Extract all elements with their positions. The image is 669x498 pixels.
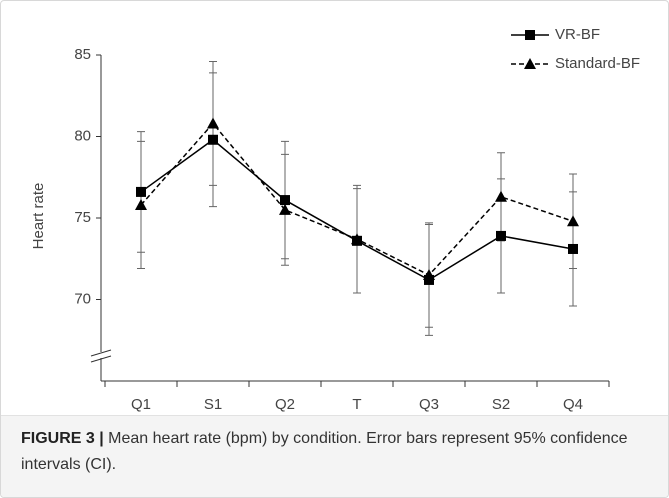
marker [136, 186, 146, 197]
axis-break [90, 349, 112, 357]
legend-label: Standard-BF [555, 55, 640, 72]
axis-break-gap [93, 352, 109, 358]
y-tick-label: 85 [74, 46, 91, 63]
caption-label: FIGURE 3 | [21, 430, 104, 447]
marker [280, 195, 290, 206]
marker [496, 230, 506, 241]
legend-label: VR-BF [555, 26, 600, 43]
y-tick-label: 80 [74, 127, 91, 144]
x-tick-label: T [352, 396, 361, 413]
x-tick-label: Q4 [563, 396, 583, 413]
caption: FIGURE 3 | Mean heart rate (bpm) by cond… [1, 415, 668, 497]
marker [279, 203, 291, 215]
marker [207, 117, 219, 129]
marker [567, 215, 579, 227]
marker [423, 269, 435, 281]
marker [135, 198, 147, 210]
marker [568, 243, 578, 254]
y-tick-label: 75 [74, 209, 91, 226]
marker [495, 190, 507, 202]
x-tick-label: Q3 [419, 396, 439, 413]
chart: Heart rate 70 75 80 85 Q1 S1 Q2 T Q3 S2 Q4 VR-BF Sta… [30, 26, 640, 413]
x-tick-label: S2 [492, 396, 510, 413]
marker [208, 134, 218, 145]
y-axis-label: Heart rate [30, 183, 47, 250]
x-tick-label: Q1 [131, 396, 151, 413]
y-tick-label: 70 [74, 290, 91, 307]
x-tick-label: S1 [204, 396, 222, 413]
marker [524, 58, 536, 69]
marker [351, 233, 363, 245]
caption-text: Mean heart rate (bpm) by condition. Erro… [21, 430, 628, 473]
axis-break [90, 355, 112, 363]
marker [525, 30, 535, 40]
x-tick-label: Q2 [275, 396, 295, 413]
